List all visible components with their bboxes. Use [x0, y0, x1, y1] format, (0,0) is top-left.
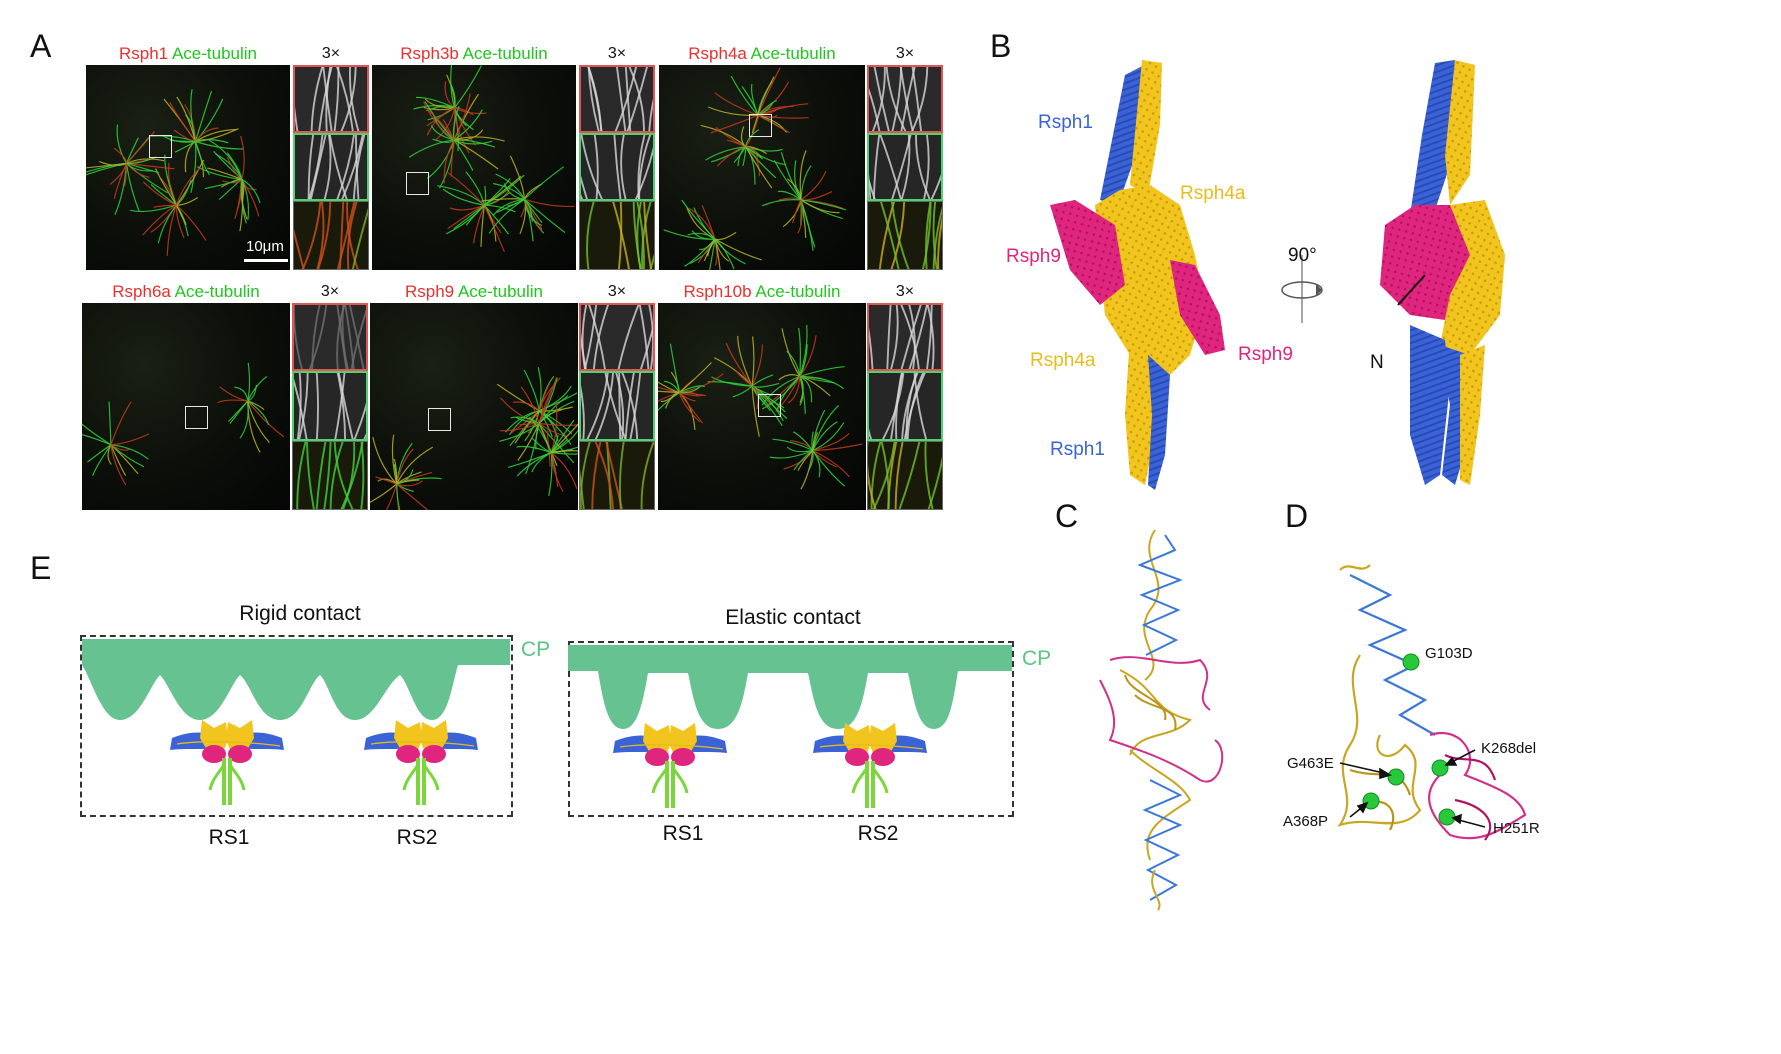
image-title-rsph9: Rsph9 Ace-tubulin — [405, 282, 543, 301]
micrograph-rsph10b — [658, 303, 866, 510]
image-title-rsph1: Rsph1 Ace-tubulin — [119, 44, 257, 63]
rigid-contact-diagram — [82, 639, 510, 805]
central-pair-elastic — [568, 645, 1012, 729]
label-rsph1-bottom: Rsph1 — [1050, 439, 1105, 460]
rs2-label-elastic: RS2 — [857, 822, 899, 845]
zoom-title: 3× — [895, 283, 915, 300]
mutation-site-k268del — [1431, 759, 1449, 777]
cp-label-elastic: CP — [1022, 647, 1052, 670]
scale-bar-label: 10μm — [246, 238, 284, 255]
radial-spoke-rs1 — [613, 723, 727, 808]
zoom-title: 3× — [895, 45, 915, 62]
label-rsph4a-right: Rsph4a — [1180, 183, 1246, 204]
elastic-contact-box — [568, 641, 1014, 817]
ribbon-structure-model — [1099, 529, 1224, 911]
micrograph-rsph1: 10μm — [86, 65, 290, 270]
cryo-em-density-map — [1050, 60, 1505, 490]
selection-box — [428, 408, 451, 431]
density-view-rotated — [1380, 60, 1505, 485]
label-rsph4a-left: Rsph4a — [1030, 350, 1096, 371]
radial-spoke-rs2 — [364, 720, 478, 805]
panel-e-letter: E — [30, 550, 52, 586]
panel-a-letter: A — [30, 28, 52, 64]
zoom-merge — [293, 201, 369, 270]
radial-spoke-rs1 — [170, 720, 284, 805]
zoom-green-channel — [867, 371, 943, 441]
selection-box — [758, 394, 781, 417]
zoom-red-channel — [292, 303, 368, 371]
selection-box — [149, 135, 172, 158]
selection-box — [749, 114, 772, 137]
zoom-merge — [579, 201, 655, 270]
mutation-site-g103d — [1402, 653, 1420, 671]
zoom-green-channel — [292, 371, 368, 441]
mutation-site-a368p — [1362, 792, 1380, 810]
zoom-red-channel — [293, 65, 369, 133]
micrograph-rsph9 — [370, 303, 578, 510]
zoom-red-channel — [579, 303, 655, 371]
image-title-rsph4a: Rsph4a Ace-tubulin — [688, 44, 836, 63]
zoom-merge — [579, 441, 655, 510]
image-title-rsph3b: Rsph3b Ace-tubulin — [400, 44, 548, 63]
selection-box — [406, 172, 429, 195]
panel-b-letter: B — [990, 28, 1012, 64]
rigid-contact-box — [80, 635, 513, 817]
panel-c-letter: C — [1055, 498, 1079, 534]
selection-box — [185, 406, 208, 429]
rigid-contact-title: Rigid contact — [239, 602, 361, 625]
zoom-red-channel — [867, 303, 943, 371]
zoom-merge — [867, 201, 943, 270]
mutation-label-k268del: K268del — [1481, 740, 1537, 757]
mutation-site-h251r — [1438, 808, 1456, 826]
image-title-rsph6a: Rsph6a Ace-tubulin — [112, 282, 260, 301]
rs1-label-elastic: RS1 — [662, 822, 704, 845]
elastic-contact-title: Elastic contact — [725, 606, 861, 629]
image-title-rsph10b: Rsph10b Ace-tubulin — [683, 282, 841, 301]
mutation-label-h251r: H251R — [1493, 820, 1540, 837]
mutation-label-g103d: G103D — [1425, 645, 1473, 662]
central-pair-rigid — [82, 639, 510, 720]
zoom-title: 3× — [320, 283, 340, 300]
zoom-red-channel — [579, 65, 655, 133]
label-rsph9-right: Rsph9 — [1238, 344, 1293, 365]
elastic-contact-diagram — [568, 645, 1012, 808]
zoom-red-channel — [867, 65, 943, 133]
mutation-label-a368p: A368P — [1283, 813, 1329, 830]
mutation-structure-model — [1337, 564, 1527, 841]
zoom-title: 3× — [321, 45, 341, 62]
rotation-icon — [1281, 255, 1323, 323]
micrograph-rsph3b — [372, 65, 576, 270]
mutation-label-g463e: G463E — [1287, 755, 1334, 772]
panel-d-letter: D — [1285, 498, 1309, 534]
cp-label-rigid: CP — [521, 638, 551, 661]
radial-spoke-rs2 — [813, 723, 927, 808]
rotation-angle-label: 90° — [1288, 245, 1317, 266]
zoom-title: 3× — [607, 45, 627, 62]
zoom-merge — [292, 441, 368, 510]
density-view-front — [1050, 60, 1225, 490]
n-terminus-label: N — [1370, 352, 1384, 373]
zoom-merge — [867, 441, 943, 510]
zoom-green-channel — [579, 371, 655, 441]
zoom-green-channel — [579, 133, 655, 201]
micrograph-rsph4a — [659, 65, 865, 270]
rs2-label-rigid: RS2 — [396, 826, 438, 849]
scale-bar — [244, 259, 288, 262]
label-rsph9-left: Rsph9 — [1006, 246, 1061, 267]
zoom-green-channel — [867, 133, 943, 201]
zoom-title: 3× — [607, 283, 627, 300]
label-rsph1-top: Rsph1 — [1038, 112, 1093, 133]
mutation-site-g463e — [1387, 768, 1405, 786]
micrograph-rsph6a — [82, 303, 290, 510]
zoom-green-channel — [293, 133, 369, 201]
rs1-label-rigid: RS1 — [208, 826, 250, 849]
